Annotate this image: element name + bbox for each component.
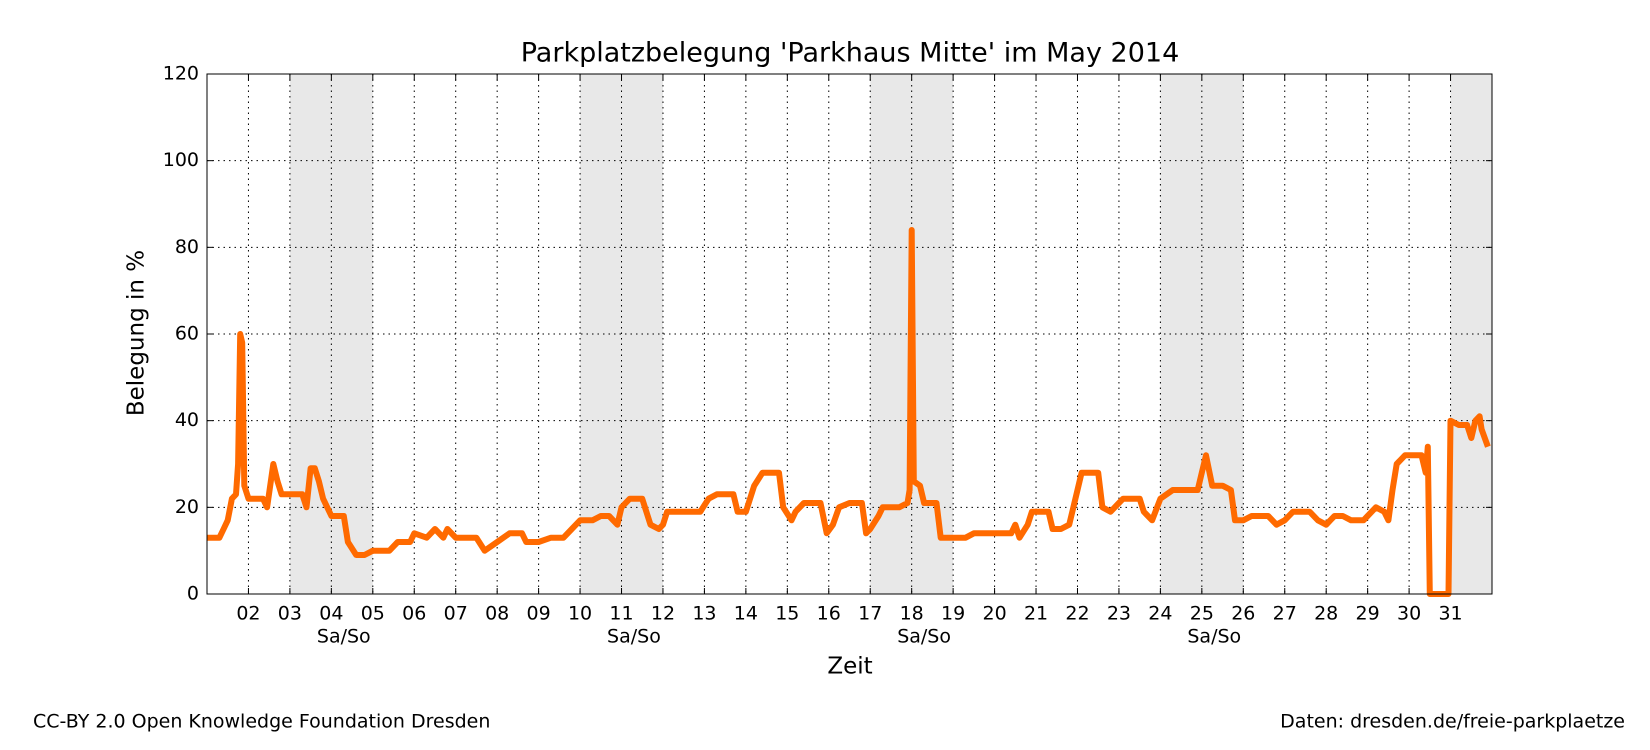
data-line [207,227,1491,597]
x-tick-label: 25 [1190,603,1214,625]
y-tick-label: 0 [187,583,199,605]
x-tick-label: 17 [858,603,882,625]
x-tick-label: 06 [402,603,426,625]
x-tick-label: 21 [1024,603,1048,625]
y-axis-label: Belegung in % [124,250,150,416]
weekend-shade [1450,74,1492,594]
x-tick-label: 23 [1107,603,1131,625]
x-tick-label: 09 [527,603,551,625]
y-tick-label: 120 [163,63,199,85]
x-tick-label: 27 [1273,603,1297,625]
x-tick-label: 15 [775,603,799,625]
plot-frame [206,73,1493,595]
x-tick-label: 14 [734,603,758,625]
y-tick-label: 40 [175,409,199,431]
weekend-label: Sa/So [1187,626,1241,648]
footer-right: Daten: dresden.de/freie-parkplaetze [1280,711,1625,733]
weekend-label: Sa/So [607,626,661,648]
y-tick-label: 80 [175,236,199,258]
x-tick-label: 13 [692,603,716,625]
x-tick-label: 26 [1231,603,1255,625]
x-tick-label: 28 [1314,603,1338,625]
y-tick-label: 20 [175,496,199,518]
x-tick-label: 03 [278,603,302,625]
x-tick-label: 29 [1356,603,1380,625]
x-tick-label: 11 [609,603,633,625]
x-axis-label: Zeit [827,654,872,680]
x-tick-label: 16 [817,603,841,625]
footer-left: CC-BY 2.0 Open Knowledge Foundation Dres… [33,711,490,733]
x-tick-label: 08 [485,603,509,625]
x-tick-label: 18 [900,603,924,625]
x-tick-label: 10 [568,603,592,625]
x-tick-label: 20 [982,603,1006,625]
chart-title: Parkplatzbelegung 'Parkhaus Mitte' im Ma… [521,38,1180,69]
y-tick-label: 100 [163,149,199,171]
y-tick-label: 60 [175,323,199,345]
x-tick-label: 19 [941,603,965,625]
x-tick-label: 22 [1065,603,1089,625]
x-tick-label: 31 [1438,603,1462,625]
x-tick-label: 07 [444,603,468,625]
weekend-label: Sa/So [317,626,371,648]
x-tick-label: 04 [319,603,343,625]
x-tick-label: 05 [361,603,385,625]
x-tick-label: 12 [651,603,675,625]
x-tick-label: 02 [236,603,260,625]
x-tick-label: 30 [1397,603,1421,625]
x-tick-label: 24 [1148,603,1172,625]
weekend-label: Sa/So [897,626,951,648]
